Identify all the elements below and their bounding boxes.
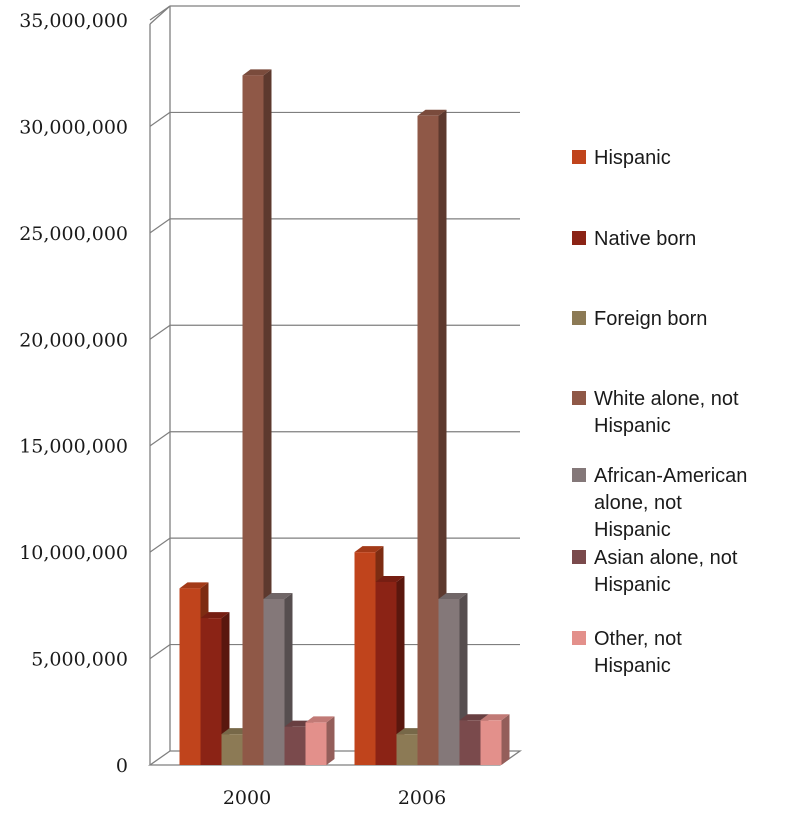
legend-item: Foreign born xyxy=(572,308,707,330)
legend-label: White alone, not Hispanic xyxy=(594,388,739,437)
x-tick-label: 2006 xyxy=(398,787,446,809)
bar-side xyxy=(396,575,405,765)
bar-front xyxy=(375,581,397,765)
gridlines xyxy=(149,5,520,660)
legend-item: Asian alone, not Hispanic xyxy=(572,547,738,596)
bar-top xyxy=(200,612,230,619)
legend-item: White alone, not Hispanic xyxy=(572,388,739,437)
legend-swatch xyxy=(572,311,586,325)
gridline-side xyxy=(149,111,171,127)
legend-swatch xyxy=(572,391,586,405)
x-tick-label: 2000 xyxy=(223,787,271,809)
gridline-side xyxy=(149,537,171,553)
bar-front xyxy=(354,552,376,765)
y-axis-ticks: 0 5,000,000 10,000,000 15,000,000 20,000,000… xyxy=(19,10,128,777)
bar-side xyxy=(221,612,230,765)
legend: Hispanic Native born Foreign born White alo… xyxy=(572,147,747,677)
y-tick-label: 20,000,000 xyxy=(19,329,128,351)
top-edge xyxy=(149,5,171,25)
legend-label: Other, not Hispanic xyxy=(594,628,682,677)
x-axis-ticks: 2000 2006 xyxy=(223,787,446,809)
gridline-side xyxy=(149,431,171,447)
bar xyxy=(263,592,293,765)
bar xyxy=(242,69,272,766)
bar-front xyxy=(242,75,264,766)
y-tick-label: 0 xyxy=(116,755,128,777)
legend-swatch xyxy=(572,150,586,164)
legend-swatch xyxy=(572,468,586,482)
bar-front xyxy=(459,720,481,765)
legend-label: Foreign born xyxy=(594,308,707,330)
y-tick-label: 5,000,000 xyxy=(31,649,128,671)
legend-label: African-American alone, not Hispanic xyxy=(594,465,747,541)
bar-top xyxy=(438,592,468,599)
legend-label: Asian alone, not Hispanic xyxy=(594,547,738,596)
legend-item: Hispanic xyxy=(572,147,671,169)
bar-front xyxy=(305,722,327,765)
legend-label: Native born xyxy=(594,228,696,250)
bar xyxy=(200,612,230,765)
bars xyxy=(179,69,510,766)
y-tick-label: 35,000,000 xyxy=(19,10,128,32)
bar-front xyxy=(396,734,418,765)
y-tick-label: 15,000,000 xyxy=(19,436,128,458)
bar xyxy=(305,716,335,765)
bar-front xyxy=(179,588,201,765)
bar-top xyxy=(242,69,272,76)
legend-swatch xyxy=(572,550,586,564)
legend-label: Hispanic xyxy=(594,147,671,169)
bar-side xyxy=(326,716,335,765)
bar-top xyxy=(305,716,335,723)
bar-front xyxy=(438,598,460,765)
gridline-side xyxy=(149,644,171,660)
legend-swatch xyxy=(572,231,586,245)
bar-front xyxy=(284,726,306,765)
bar-front xyxy=(480,720,502,765)
legend-swatch xyxy=(572,631,586,645)
bar-top xyxy=(354,546,384,553)
y-tick-label: 25,000,000 xyxy=(19,223,128,245)
bar xyxy=(375,575,405,765)
gridline-side xyxy=(149,324,171,340)
bar-front xyxy=(221,734,243,765)
bar-top xyxy=(459,714,489,721)
bar-top xyxy=(480,714,510,721)
bar-top xyxy=(417,109,447,116)
y-tick-label: 30,000,000 xyxy=(19,116,128,138)
bar-front xyxy=(200,618,222,765)
legend-item: African-American alone, not Hispanic xyxy=(572,465,747,541)
bar-top xyxy=(263,592,293,599)
y-tick-label: 10,000,000 xyxy=(19,542,128,564)
bar-side xyxy=(501,714,510,765)
bar-top xyxy=(179,582,209,589)
bar-side xyxy=(284,592,293,765)
legend-item: Other, not Hispanic xyxy=(572,628,682,677)
bar-front xyxy=(417,115,439,766)
gridline-side xyxy=(149,218,171,234)
bar-top xyxy=(375,575,405,582)
legend-item: Native born xyxy=(572,228,696,250)
bar-side xyxy=(263,69,272,766)
bar-front xyxy=(263,598,285,765)
bar xyxy=(480,714,510,765)
